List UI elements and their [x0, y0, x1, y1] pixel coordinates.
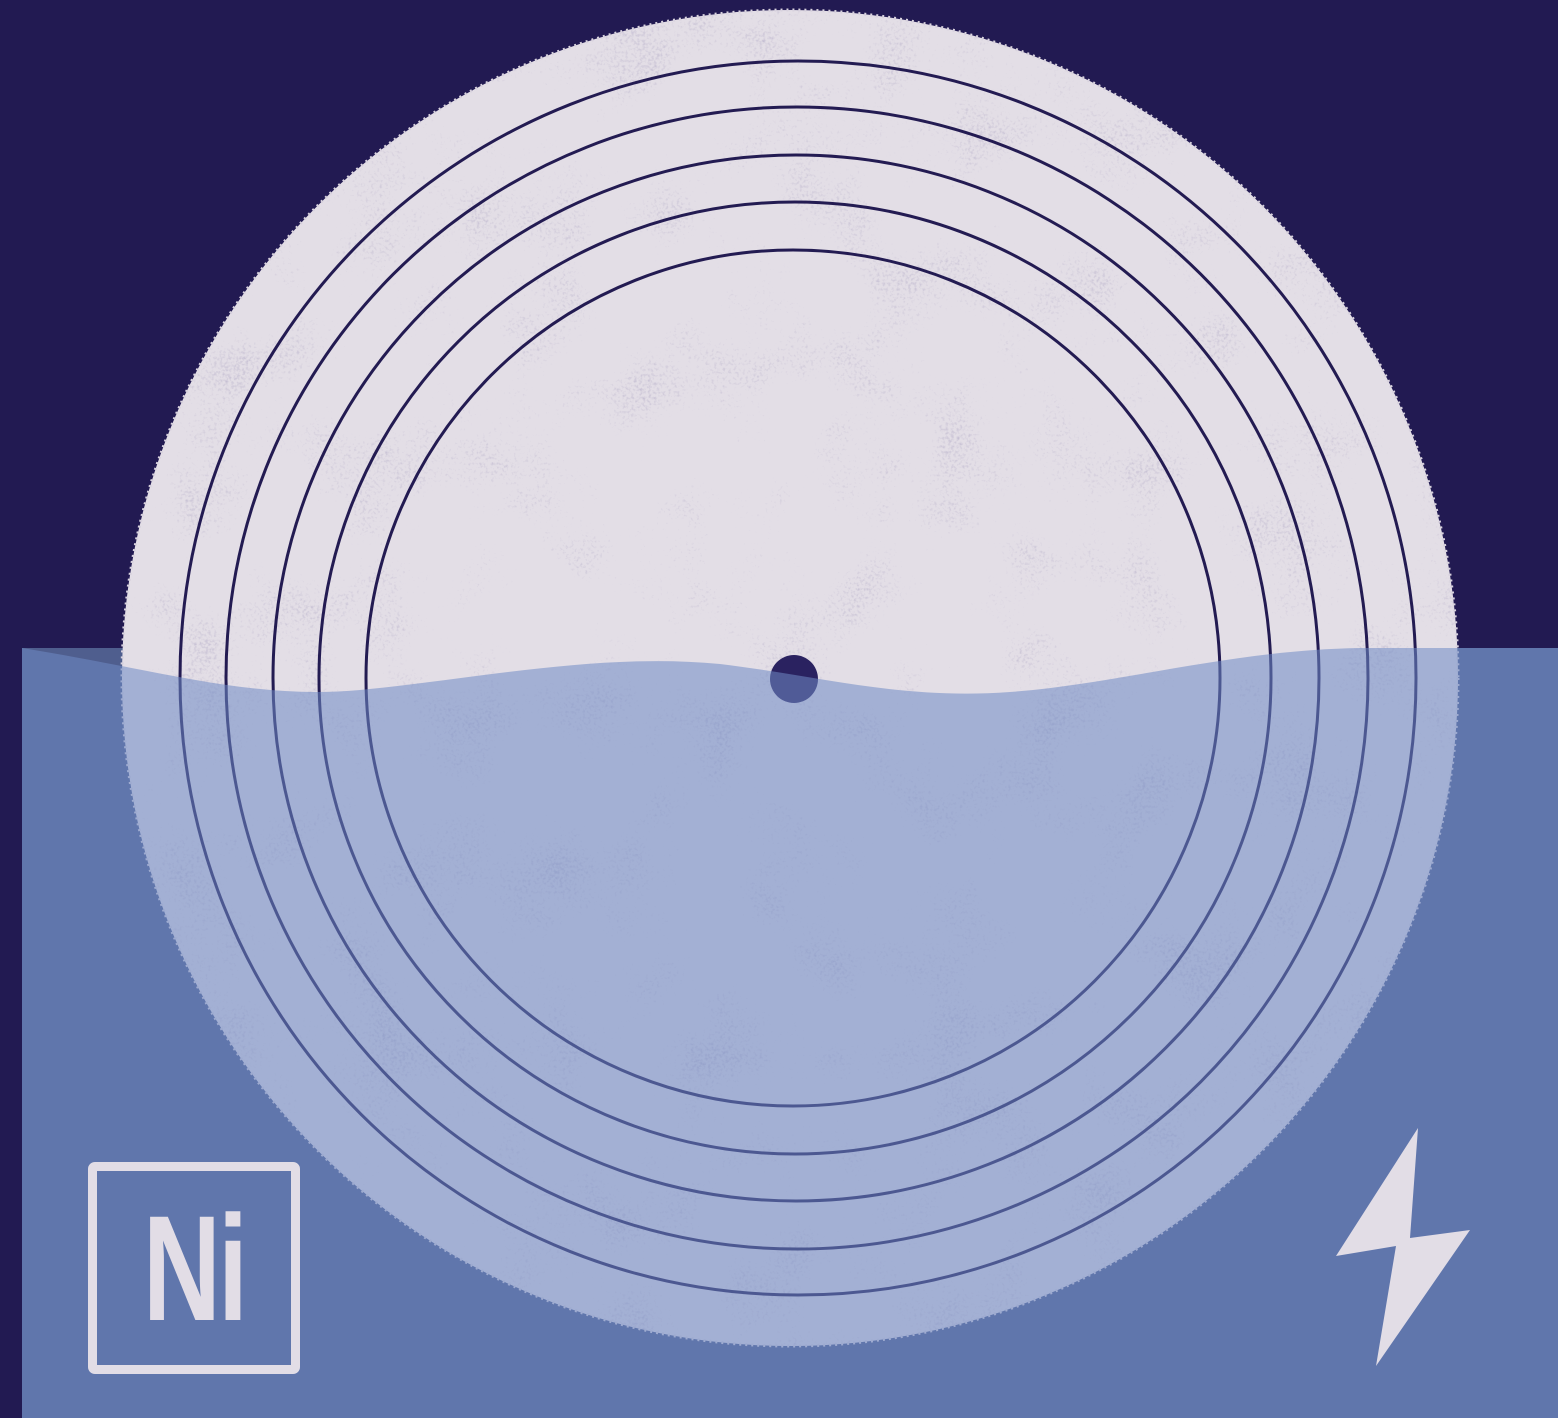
lightning-bolt-icon	[1336, 1128, 1470, 1366]
element-symbol: Ni	[142, 1184, 248, 1352]
element-badge: Ni	[88, 1162, 300, 1374]
water-wave	[22, 648, 1558, 1418]
